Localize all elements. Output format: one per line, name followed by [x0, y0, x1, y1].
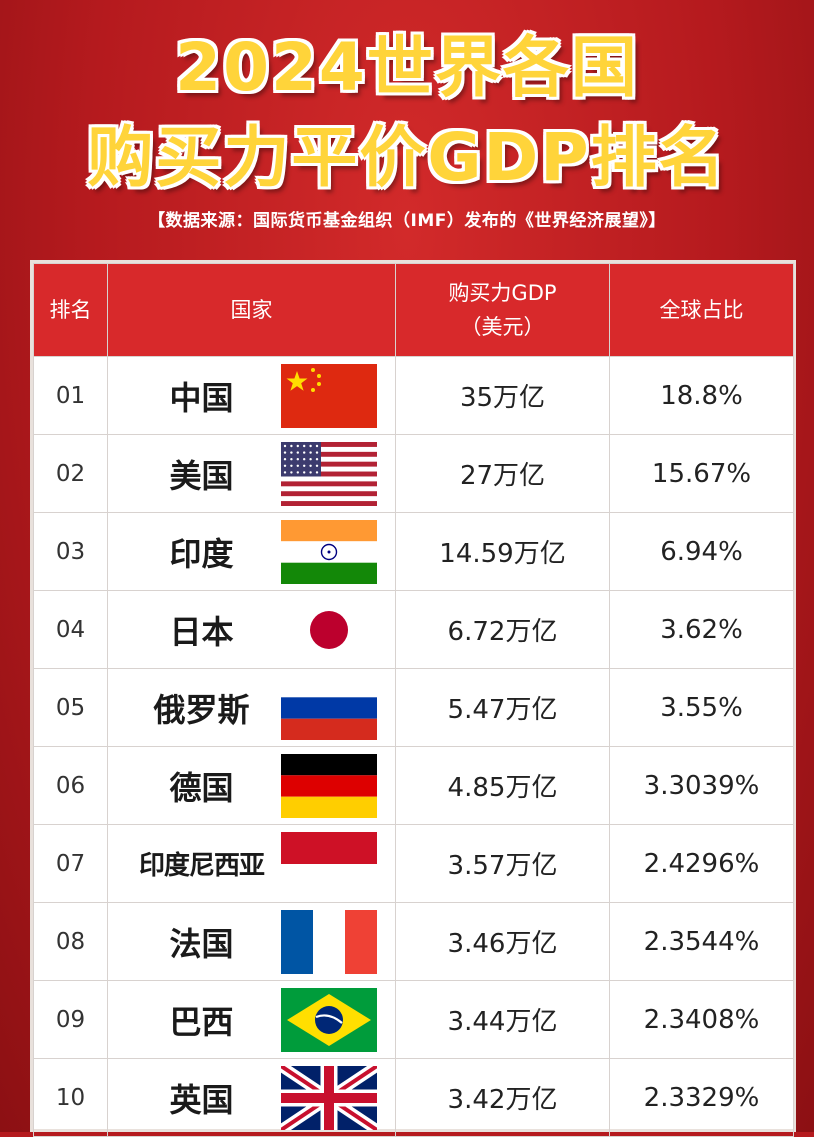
brazil-flag-icon	[280, 987, 377, 1052]
share-cell: 2.3544%	[609, 902, 794, 981]
china-flag-icon	[280, 363, 377, 428]
share-cell: 6.94%	[609, 512, 794, 591]
country-cell: 印度尼西亚	[107, 824, 396, 903]
country-cell: 美国	[107, 434, 396, 513]
germany-flag-icon	[280, 753, 377, 818]
table-row: 09 巴西 3.44万亿 2.3408%	[33, 980, 794, 1059]
ranking-table-container: 排名 国家 购买力GDP （美元） 全球占比 01 中国 35万亿 18.8% 02 美…	[30, 260, 796, 1137]
rank-cell: 03	[33, 512, 108, 591]
gdp-cell: 4.85万亿	[395, 746, 610, 825]
country-cell: 德国	[107, 746, 396, 825]
rank-cell: 06	[33, 746, 108, 825]
share-cell: 2.4296%	[609, 824, 794, 903]
country-cell: 印度	[107, 512, 396, 591]
france-flag-icon	[280, 909, 377, 974]
country-cell: 中国	[107, 356, 396, 435]
indonesia-flag-icon	[280, 831, 377, 896]
table-row: 08 法国 3.46万亿 2.3544%	[33, 902, 794, 981]
country-name: 法国	[169, 924, 234, 963]
table-row: 04 日本 6.72万亿 3.62%	[33, 590, 794, 669]
country-name: 印度尼西亚	[138, 851, 265, 881]
header-gdp-title: 购买力GDP	[448, 281, 557, 305]
country-name: 巴西	[169, 1002, 234, 1041]
header-gdp-unit: （美元）	[460, 315, 545, 339]
table-body: 01 中国 35万亿 18.8% 02 美国 27万亿 15.67% 03 印度 14.59万亿…	[33, 356, 794, 1137]
gdp-cell: 35万亿	[395, 356, 610, 435]
country-name: 俄罗斯	[153, 690, 250, 729]
share-cell: 18.8%	[609, 356, 794, 435]
usa-flag-icon	[280, 441, 377, 506]
country-cell: 英国	[107, 1058, 396, 1137]
country-cell: 法国	[107, 902, 396, 981]
rank-cell: 09	[33, 980, 108, 1059]
table-header-row: 排名 国家 购买力GDP （美元） 全球占比	[33, 263, 794, 357]
japan-flag-icon	[280, 597, 377, 662]
country-name: 英国	[169, 1080, 234, 1119]
rank-cell: 07	[33, 824, 108, 903]
rank-cell: 05	[33, 668, 108, 747]
rank-cell: 08	[33, 902, 108, 981]
share-cell: 3.55%	[609, 668, 794, 747]
rank-cell: 04	[33, 590, 108, 669]
country-name: 印度	[169, 534, 234, 573]
india-flag-icon	[280, 519, 377, 584]
rank-cell: 10	[33, 1058, 108, 1137]
share-cell: 2.3408%	[609, 980, 794, 1059]
share-cell: 2.3329%	[609, 1058, 794, 1137]
share-cell: 15.67%	[609, 434, 794, 513]
country-cell: 俄罗斯	[107, 668, 396, 747]
title-line-1: 2024世界各国	[175, 29, 639, 106]
uk-flag-icon	[280, 1065, 377, 1130]
gdp-cell: 3.57万亿	[395, 824, 610, 903]
gdp-cell: 6.72万亿	[395, 590, 610, 669]
gdp-cell: 14.59万亿	[395, 512, 610, 591]
header-share: 全球占比	[609, 263, 794, 357]
table-row: 01 中国 35万亿 18.8%	[33, 356, 794, 435]
gdp-cell: 3.46万亿	[395, 902, 610, 981]
gdp-cell: 27万亿	[395, 434, 610, 513]
table-row: 03 印度 14.59万亿 6.94%	[33, 512, 794, 591]
gdp-cell: 5.47万亿	[395, 668, 610, 747]
table-row: 02 美国 27万亿 15.67%	[33, 434, 794, 513]
country-name: 日本	[169, 612, 234, 651]
rank-cell: 02	[33, 434, 108, 513]
header-gdp: 购买力GDP （美元）	[395, 263, 610, 357]
russia-flag-icon	[280, 675, 377, 740]
country-cell: 日本	[107, 590, 396, 669]
rank-cell: 01	[33, 356, 108, 435]
title-line-2: 购买力平价GDP排名	[87, 119, 727, 196]
table-row: 07 印度尼西亚 3.57万亿 2.4296%	[33, 824, 794, 903]
country-cell: 巴西	[107, 980, 396, 1059]
country-name: 美国	[169, 456, 234, 495]
share-cell: 3.62%	[609, 590, 794, 669]
country-name: 中国	[169, 378, 234, 417]
gdp-cell: 3.44万亿	[395, 980, 610, 1059]
table-row: 06 德国 4.85万亿 3.3039%	[33, 746, 794, 825]
share-cell: 3.3039%	[609, 746, 794, 825]
header-rank: 排名	[33, 263, 108, 357]
header-country: 国家	[107, 263, 396, 357]
ranking-table: 排名 国家 购买力GDP （美元） 全球占比 01 中国 35万亿 18.8% 02 美…	[33, 263, 794, 1137]
data-source-note: 【数据来源：国际货币基金组织（IMF）发布的《世界经济展望》】	[148, 211, 666, 231]
table-row: 10 英国 3.42万亿 2.3329%	[33, 1058, 794, 1137]
country-name: 德国	[169, 768, 234, 807]
table-row: 05 俄罗斯 5.47万亿 3.55%	[33, 668, 794, 747]
gdp-cell: 3.42万亿	[395, 1058, 610, 1137]
